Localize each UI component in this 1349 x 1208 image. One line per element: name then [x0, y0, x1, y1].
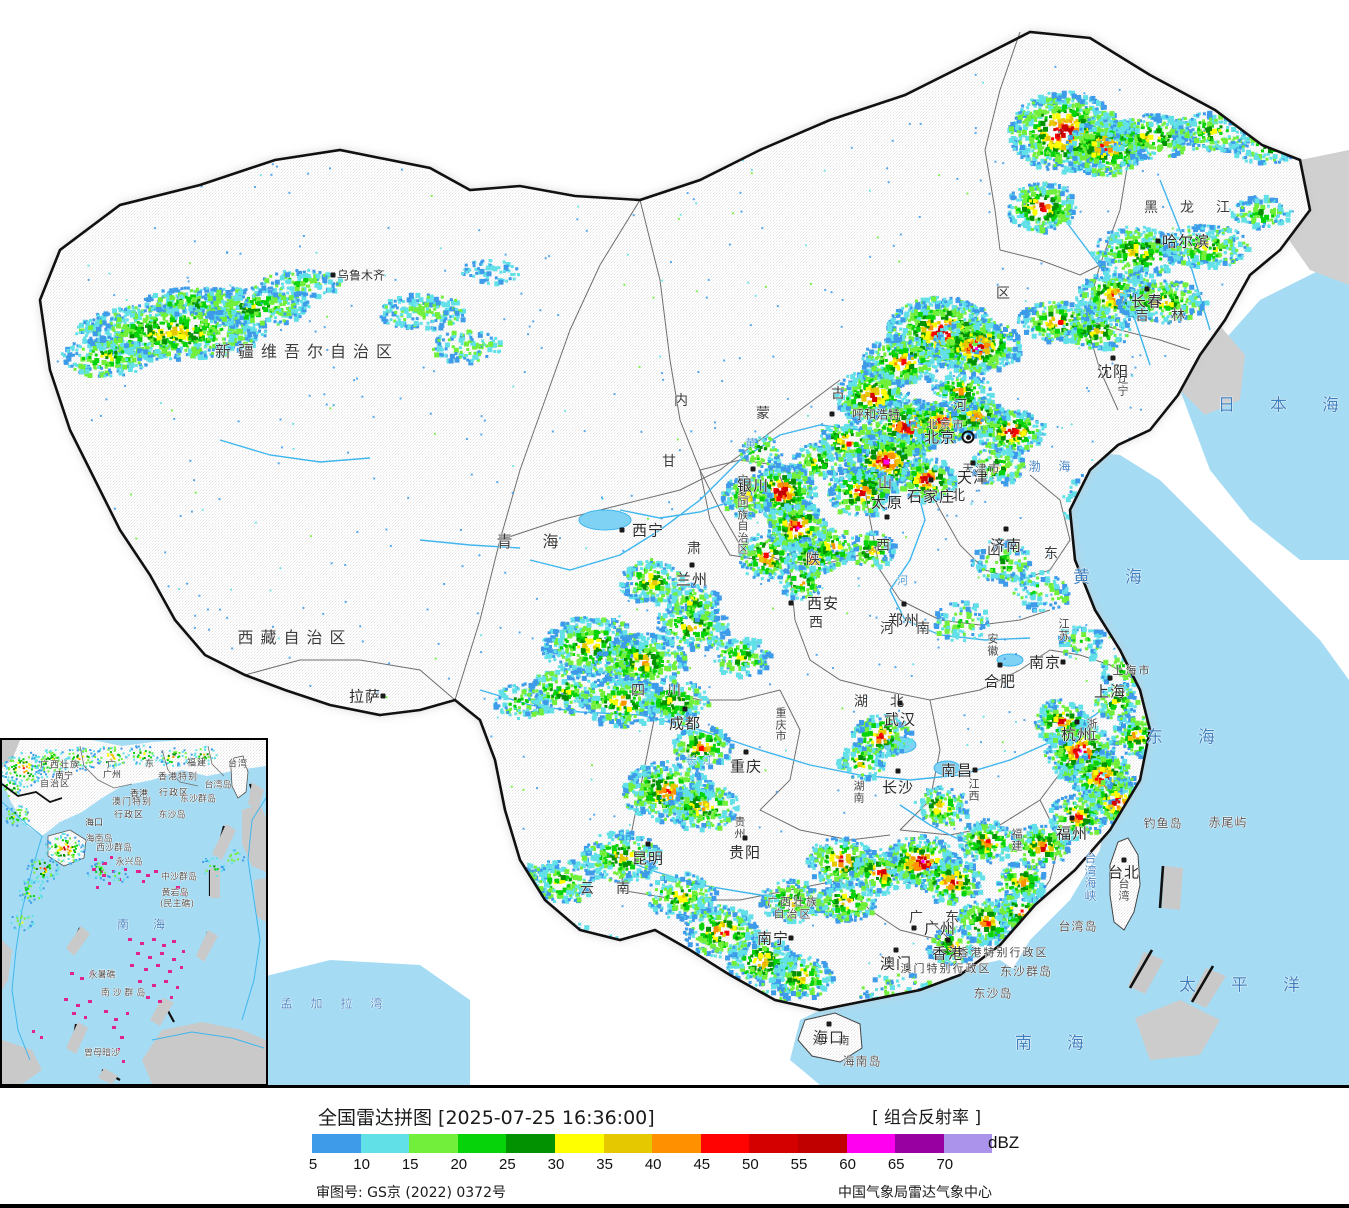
- city-dot-6: [788, 600, 794, 606]
- city-dot-32: [1144, 286, 1150, 292]
- colorbar-swatch-30: [554, 1134, 604, 1153]
- capital-marker-beijing: [961, 430, 975, 444]
- city-dot-30: [826, 1021, 832, 1027]
- license-number: 审图号: GS京 (2022) 0372号: [316, 1182, 506, 1202]
- city-dot-28: [945, 937, 951, 943]
- colorbar-swatch-10: [360, 1134, 410, 1153]
- maritime-markers: [1128, 865, 1226, 1008]
- dbz-colorbar[interactable]: [312, 1134, 993, 1153]
- city-dot-13: [997, 662, 1003, 668]
- city-dot-8: [928, 477, 934, 483]
- city-dot-12: [901, 601, 907, 607]
- city-dot-22: [682, 706, 688, 712]
- colorbar-tick-5: 5: [309, 1156, 317, 1173]
- city-dot-29: [893, 947, 899, 953]
- colorbar-swatch-25: [506, 1134, 555, 1153]
- city-dot-33: [1110, 355, 1116, 361]
- colorbar-tick-50: 50: [742, 1156, 759, 1173]
- colorbar-tick-55: 55: [791, 1156, 808, 1173]
- colorbar-tick-65: 65: [888, 1156, 905, 1173]
- city-dot-2: [619, 527, 625, 533]
- city-dot-14: [1060, 659, 1066, 665]
- colorbar-tick-25: 25: [499, 1156, 516, 1173]
- city-dot-1: [380, 693, 386, 699]
- colorbar-swatch-15: [409, 1134, 458, 1153]
- colorbar-tick-labels: 5 10 15 20 25 30 35 40 45 50 55 60 65 70: [309, 1156, 1012, 1176]
- national-boundary: [38, 30, 1312, 1012]
- legend-footer: 全国雷达拼图 [2025-07-25 16:36:00] [ 组合反射率 ] d…: [0, 1085, 1349, 1208]
- city-dot-16: [1074, 719, 1080, 725]
- city-dot-11: [1003, 526, 1009, 532]
- colorbar-unit-label: dBZ: [988, 1133, 1019, 1153]
- city-dot-15: [1107, 675, 1113, 681]
- city-dot-24: [645, 841, 651, 847]
- city-dot-21: [1121, 857, 1127, 863]
- city-dot-20: [1069, 815, 1075, 821]
- city-dot-7: [884, 514, 890, 520]
- south-china-sea-inset[interactable]: 广西壮族 自治区广东福建 台湾 南宁 广州 香港特别 行政区 台湾岛 香港 澳门特别 行政区 东沙群岛…: [0, 738, 268, 1085]
- city-dot-23: [743, 749, 749, 755]
- colorbar-tick-60: 60: [839, 1156, 856, 1173]
- colorbar-swatch-45: [700, 1134, 750, 1153]
- colorbar-swatch-40: [652, 1134, 701, 1153]
- colorbar-tick-45: 45: [693, 1156, 710, 1173]
- inset-map: [2, 740, 266, 1084]
- radar-map-canvas[interactable]: 新疆维吾尔自治区 西藏自治区青 海内蒙古甘肃宁 夏 回 族 自 治 区陕西山西河北…: [0, 0, 1349, 1085]
- colorbar-swatch-35: [603, 1134, 653, 1153]
- city-dot-5: [829, 411, 835, 417]
- colorbar-tick-35: 35: [596, 1156, 613, 1173]
- china-radar-map: [38, 30, 1349, 1085]
- city-dot-26: [788, 935, 794, 941]
- colorbar-tick-15: 15: [402, 1156, 419, 1173]
- colorbar-swatch-70: [943, 1134, 993, 1153]
- city-dot-0: [330, 272, 336, 278]
- city-dot-31: [1155, 238, 1161, 244]
- city-dot-17: [897, 700, 903, 706]
- colorbar-tick-70: 70: [936, 1156, 953, 1173]
- colorbar-tick-40: 40: [645, 1156, 662, 1173]
- colorbar-tick-30: 30: [548, 1156, 565, 1173]
- city-dot-3: [689, 562, 695, 568]
- colorbar-swatch-20: [457, 1134, 507, 1153]
- city-dot-10: [970, 460, 976, 466]
- colorbar-tick-10: 10: [353, 1156, 370, 1173]
- colorbar-tick-20: 20: [450, 1156, 467, 1173]
- colorbar-swatch-55: [797, 1134, 847, 1153]
- city-dot-19: [972, 767, 978, 773]
- taiwan-island: [1109, 837, 1141, 931]
- product-type-label: [ 组合反射率 ]: [872, 1103, 981, 1128]
- colorbar-swatch-5: [312, 1134, 361, 1153]
- colorbar-swatch-60: [846, 1134, 896, 1153]
- organization-credit: 中国气象局雷达气象中心: [838, 1182, 992, 1202]
- city-dot-25: [742, 835, 748, 841]
- colorbar-swatch-50: [749, 1134, 798, 1153]
- city-dot-27: [911, 925, 917, 931]
- colorbar-swatch-65: [895, 1134, 944, 1153]
- city-dot-4: [750, 466, 756, 472]
- hainan-island: [797, 1012, 863, 1063]
- map-title: 全国雷达拼图 [2025-07-25 16:36:00]: [318, 1103, 655, 1130]
- city-dot-18: [895, 768, 901, 774]
